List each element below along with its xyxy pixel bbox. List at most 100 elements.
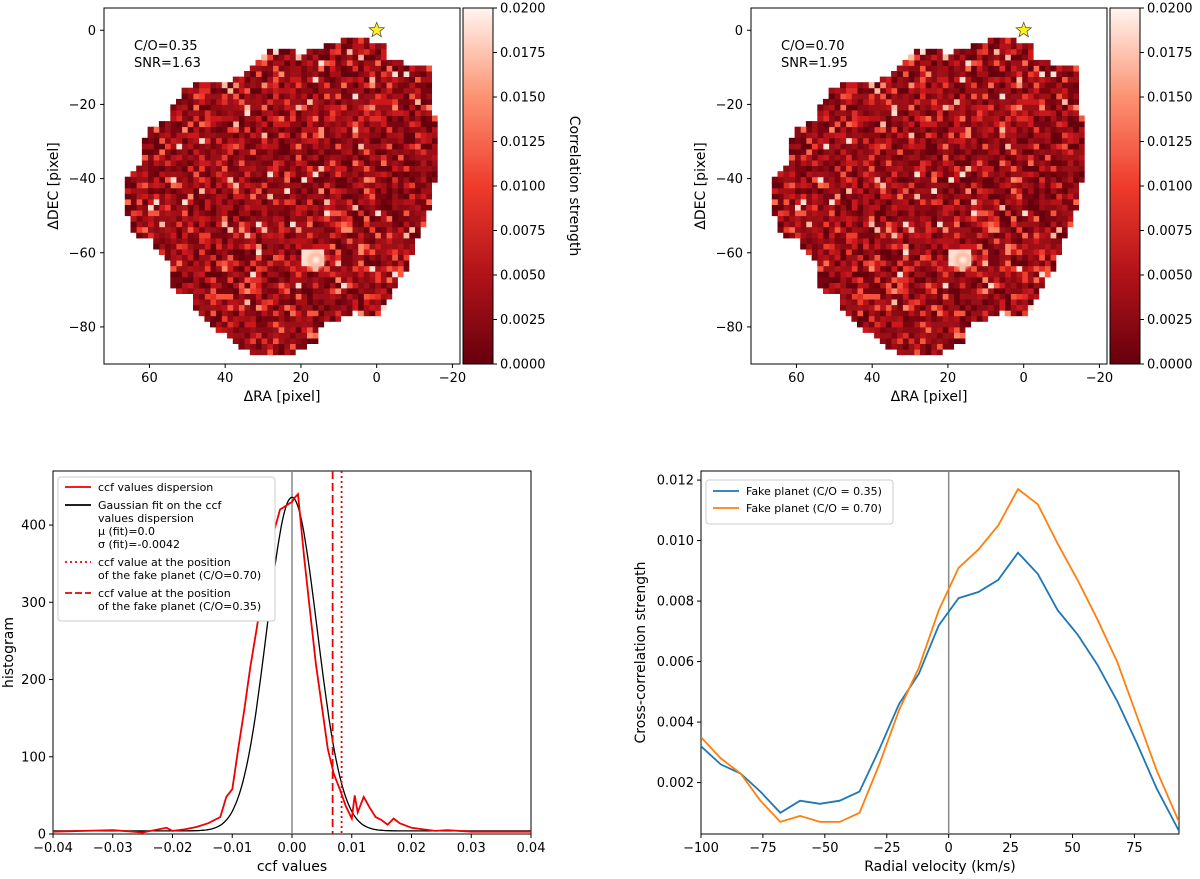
heatmap-cell xyxy=(930,310,937,317)
heatmap-cell xyxy=(193,93,200,100)
heatmap-cell xyxy=(811,143,818,150)
heatmap-cell xyxy=(891,232,898,239)
heatmap-cell xyxy=(947,137,954,144)
heatmap-cell xyxy=(227,243,234,250)
heatmap-cell xyxy=(953,115,960,122)
heatmap-cell xyxy=(828,288,835,294)
heatmap-cell xyxy=(255,249,262,255)
heatmap-cell xyxy=(289,176,296,183)
heatmap-cell xyxy=(141,232,148,239)
heatmap-cell xyxy=(176,204,183,211)
heatmap-cell xyxy=(987,299,994,306)
heatmap-cell xyxy=(244,199,251,205)
heatmap-cell xyxy=(300,93,307,100)
heatmap-cell xyxy=(982,249,989,255)
heatmap-cell xyxy=(817,148,824,155)
heatmap-cell xyxy=(346,232,353,239)
heatmap-cell xyxy=(158,215,165,222)
heatmap-cell xyxy=(369,87,376,94)
heatmap-cell xyxy=(312,48,319,55)
heatmap-cell xyxy=(238,93,245,100)
heatmap-cell xyxy=(318,204,325,211)
heatmap-cell xyxy=(976,110,983,116)
heatmap-cell xyxy=(261,121,268,128)
heatmap-cell xyxy=(1044,232,1051,239)
heatmap-cell xyxy=(414,165,421,172)
heatmap-cell xyxy=(942,137,949,144)
heatmap-cell xyxy=(976,254,983,261)
heatmap-cell xyxy=(318,76,325,83)
heatmap-cell xyxy=(352,226,359,233)
heatmap-cell xyxy=(919,143,926,150)
heatmap-cell xyxy=(261,315,268,322)
heatmap-cell xyxy=(329,193,336,200)
heatmap-cell xyxy=(408,137,415,144)
heatmap-cell xyxy=(335,121,342,128)
heatmap-cell xyxy=(340,154,347,161)
heatmap-cell xyxy=(176,104,183,111)
heatmap-cell xyxy=(1033,132,1040,139)
y-tick-label: 0.006 xyxy=(657,655,694,670)
heatmap-cell xyxy=(1016,288,1023,294)
heatmap-cell xyxy=(227,299,234,306)
heatmap-cell xyxy=(993,232,1000,239)
heatmap-cell xyxy=(380,288,387,294)
heatmap-cell xyxy=(261,254,268,261)
heatmap-cell xyxy=(999,171,1006,178)
heatmap-cell xyxy=(925,160,932,166)
heatmap-cell xyxy=(987,110,994,116)
heatmap-cell xyxy=(976,310,983,317)
heatmap-cell xyxy=(306,326,313,333)
heatmap-cell xyxy=(1027,59,1034,66)
heatmap-cell xyxy=(323,210,330,217)
heatmap-cell xyxy=(374,126,381,133)
heatmap-cell xyxy=(357,193,364,200)
heatmap-cell xyxy=(221,148,228,155)
heatmap-cell xyxy=(170,176,177,183)
heatmap-cell xyxy=(363,121,370,128)
heatmap-cell xyxy=(198,132,205,139)
heatmap-cell xyxy=(232,315,239,322)
heatmap-cell xyxy=(266,332,273,339)
heatmap-cell xyxy=(840,304,847,311)
heatmap-cell xyxy=(374,226,381,233)
heatmap-cell xyxy=(805,176,812,183)
heatmap-cell xyxy=(261,71,268,77)
heatmap-cell xyxy=(193,265,200,272)
heatmap-cell xyxy=(153,171,160,178)
heatmap-cell xyxy=(272,304,279,311)
heatmap-cell xyxy=(357,59,364,66)
heatmap-cell xyxy=(1027,87,1034,94)
heatmap-cell xyxy=(187,165,194,172)
heatmap-cell xyxy=(993,65,1000,72)
colorbar-tick-label: 0.0000 xyxy=(500,358,546,373)
heatmap-cell xyxy=(919,160,926,166)
heatmap-cell xyxy=(391,276,398,283)
heatmap-cell xyxy=(153,176,160,183)
heatmap-cell xyxy=(1072,82,1079,89)
heatmap-cell xyxy=(942,193,949,200)
heatmap-cell xyxy=(255,338,262,344)
heatmap-cell xyxy=(936,71,943,77)
heatmap-cell xyxy=(902,310,909,317)
heatmap-cell xyxy=(993,160,1000,166)
heatmap-cell xyxy=(300,249,307,255)
heatmap-cell xyxy=(386,260,393,267)
heatmap-cell xyxy=(266,71,273,77)
heatmap-cell xyxy=(947,343,954,350)
heatmap-cell xyxy=(851,276,858,283)
heatmap-cell xyxy=(289,82,296,89)
heatmap-cell xyxy=(278,265,285,272)
heatmap-cell xyxy=(431,165,438,172)
heatmap-cell xyxy=(295,288,302,294)
heatmap-cell xyxy=(925,115,932,122)
heatmap-cell xyxy=(221,215,228,222)
heatmap-cell xyxy=(425,132,432,139)
heatmap-cell xyxy=(959,293,966,300)
heatmap-cell xyxy=(238,260,245,267)
heatmap-cell xyxy=(947,182,954,189)
heatmap-cell xyxy=(970,176,977,183)
heatmap-cell xyxy=(936,126,943,133)
heatmap-cell xyxy=(238,115,245,122)
heatmap-cell xyxy=(1021,137,1028,144)
